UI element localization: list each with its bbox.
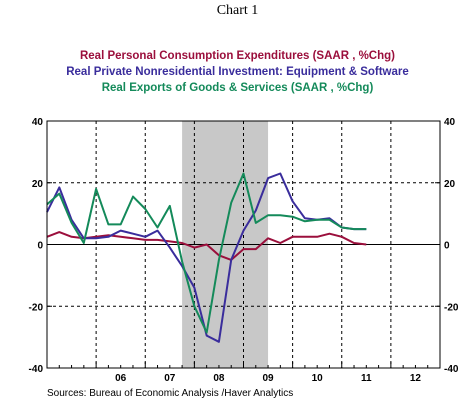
tick-label-layer: 40 40 20 20 0 0 -20 -20 -40 -40 06 07 08 09 10 11 12 [29,117,459,384]
legend-entry-consumption: Real Personal Consumption Expenditures (… [79,50,395,62]
x-tick-label: 09 [263,373,275,384]
y-tick-label-right: 40 [444,117,456,128]
source-note: Sources: Bureau of Economic Analysis /Ha… [47,388,294,399]
y-tick-label-left: 0 [37,241,43,252]
series-line-1 [46,231,367,261]
y-tick-label-left: -40 [29,364,44,375]
y-tick-label-left: -20 [29,302,44,313]
y-tick-label-right: 20 [444,179,456,190]
y-tick-label-right: -40 [444,364,459,375]
series-layer [46,172,367,343]
legend-entry-investment: Real Private Nonresidential Investment: … [66,66,409,78]
chart-title: Chart 1 [216,3,259,18]
legend-entry-exports: Real Exports of Goods & Services (SAAR ,… [101,82,374,94]
x-tick-label: 06 [115,373,127,384]
y-tick-label-right: -20 [444,302,459,313]
x-tick-label: 07 [164,373,176,384]
x-tick-label: 12 [410,373,422,384]
x-tick-label: 10 [312,373,324,384]
y-tick-label-left: 40 [32,117,44,128]
series-line-3 [46,172,367,334]
grid-layer [47,121,440,368]
y-tick-label-left: 20 [32,179,44,190]
axes-layer [46,120,441,369]
y-tick-label-right: 0 [444,241,450,252]
x-tick-label: 11 [361,373,372,384]
x-tick-label: 08 [213,373,225,384]
